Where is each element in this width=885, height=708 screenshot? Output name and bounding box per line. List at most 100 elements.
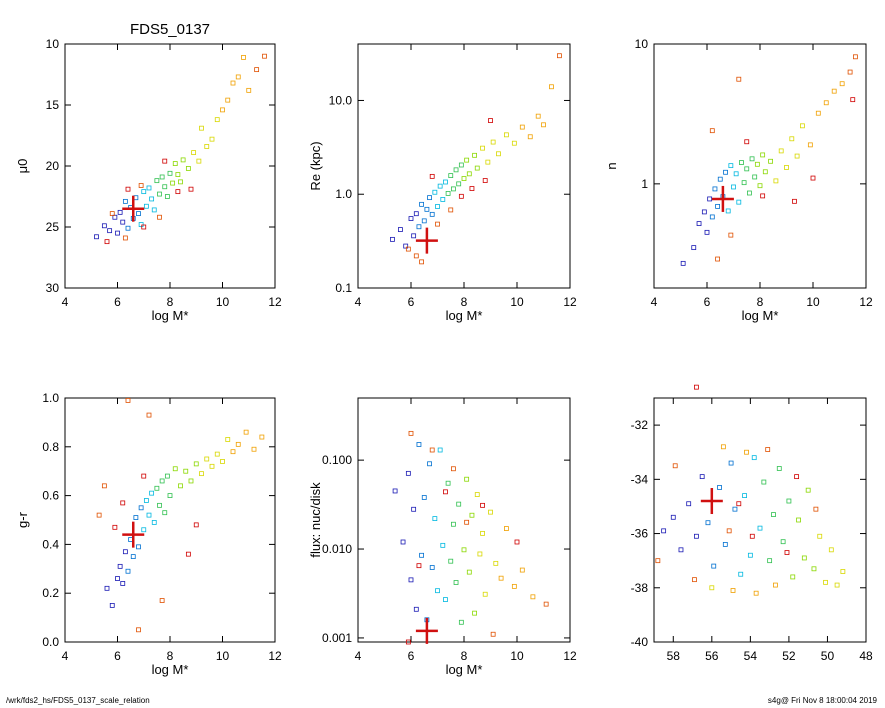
data-point (196, 158, 202, 164)
data-point (511, 583, 517, 589)
data-point (541, 122, 546, 128)
data-point (696, 221, 702, 226)
data-point (172, 466, 178, 472)
data-point (498, 575, 504, 581)
data-point (778, 148, 784, 154)
data-point (432, 189, 438, 195)
data-point (488, 118, 493, 123)
data-point (747, 552, 753, 558)
data-point (773, 582, 778, 588)
x-axis-label: log M* (742, 308, 779, 323)
data-point (435, 588, 440, 594)
data-point (453, 167, 459, 173)
data-point (686, 501, 692, 507)
data-point (742, 493, 747, 499)
data-point (715, 203, 720, 209)
data-point (701, 209, 707, 215)
data-point (458, 619, 464, 625)
data-point (180, 157, 186, 163)
data-point (831, 88, 837, 94)
data-point (440, 197, 446, 202)
x-tick-label: 56 (705, 649, 719, 663)
data-point (175, 189, 181, 195)
data-point (717, 485, 722, 490)
x-tick-label: 12 (268, 295, 282, 309)
y-tick-label: 1.0 (335, 187, 352, 201)
data-point (429, 565, 435, 570)
data-point (136, 627, 141, 633)
data-point (178, 179, 183, 185)
data-point (450, 186, 456, 192)
data-point (104, 239, 110, 245)
data-point (705, 520, 711, 526)
y-axis-label: μ0 (15, 159, 30, 174)
data-point (762, 169, 768, 175)
data-point (780, 539, 786, 545)
data-point (178, 483, 183, 489)
data-point (411, 506, 417, 512)
data-point (530, 594, 536, 600)
data-point (757, 525, 763, 531)
data-point (771, 512, 776, 517)
data-point (143, 203, 149, 209)
data-point (230, 449, 236, 455)
data-point (397, 227, 403, 232)
x-tick-label: 52 (782, 649, 796, 663)
data-point (828, 547, 834, 553)
x-tick-label: 10 (216, 649, 230, 663)
y-tick-label: 1.0 (42, 391, 59, 405)
x-axis-label: log M* (446, 662, 483, 677)
data-point (419, 259, 425, 265)
y-tick-label: -36 (631, 527, 649, 541)
y-tick-label: 0.4 (42, 537, 59, 551)
data-point (157, 502, 162, 508)
data-point (474, 165, 480, 171)
data-point (751, 455, 757, 461)
y-tick-label: 0.1 (335, 281, 352, 295)
data-point (138, 222, 144, 227)
data-point (151, 207, 157, 213)
y-axis-label: flux: nuc/disk (308, 482, 323, 558)
data-point (488, 509, 493, 515)
data-point (458, 162, 464, 168)
data-point (413, 211, 419, 217)
data-point (472, 610, 478, 616)
data-point (794, 474, 800, 480)
data-point (440, 542, 446, 548)
data-point (154, 485, 160, 491)
data-point (725, 208, 731, 214)
data-point (170, 180, 176, 186)
data-point (744, 449, 749, 455)
data-point (120, 500, 126, 506)
data-point (736, 501, 742, 507)
data-point (405, 470, 411, 476)
data-point (709, 585, 715, 591)
data-point (143, 498, 149, 503)
data-point (519, 567, 525, 573)
y-axis-label: Re (kpc) (308, 141, 323, 190)
data-point (427, 461, 432, 467)
data-point (408, 216, 414, 221)
data-point (796, 517, 801, 523)
data-point (810, 175, 816, 181)
data-point (149, 490, 155, 496)
data-point (146, 412, 152, 418)
y-tick-label: -38 (631, 581, 649, 595)
data-point (786, 498, 792, 504)
data-point (757, 183, 763, 189)
data-point (220, 459, 225, 464)
data-point (159, 174, 165, 180)
data-point (164, 473, 170, 479)
data-point (204, 456, 210, 462)
data-point (760, 193, 766, 199)
data-point (199, 125, 204, 131)
data-point (736, 199, 742, 205)
x-tick-label: 12 (563, 649, 577, 663)
data-point (251, 446, 257, 452)
data-point (435, 221, 440, 227)
data-point (392, 488, 398, 494)
data-point (246, 87, 252, 93)
data-point (416, 563, 422, 569)
data-point (474, 492, 480, 497)
